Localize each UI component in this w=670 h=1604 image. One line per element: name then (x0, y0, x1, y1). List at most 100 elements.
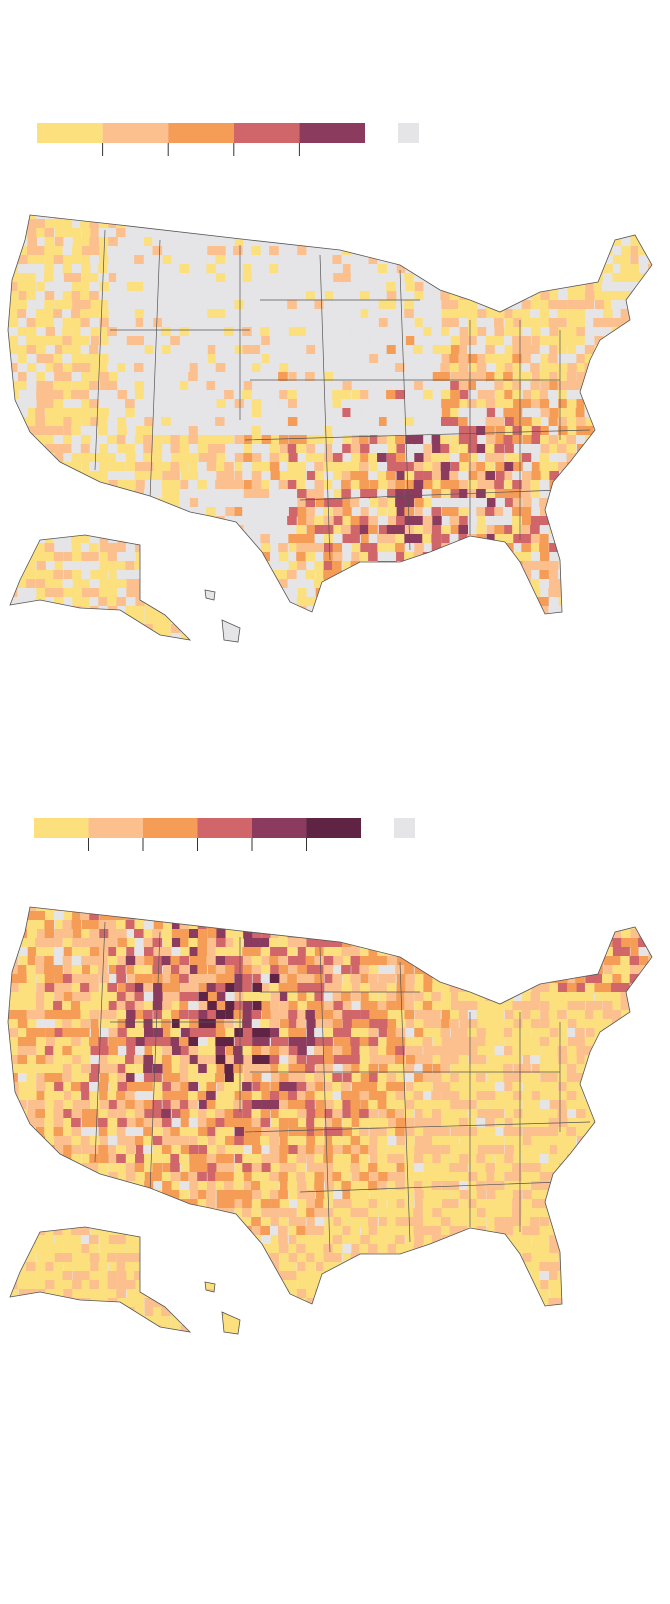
county (351, 354, 361, 364)
county (350, 907, 361, 912)
county (512, 354, 522, 364)
county (639, 974, 649, 984)
county (395, 453, 406, 463)
county (638, 938, 648, 948)
county (233, 911, 243, 921)
county (287, 615, 298, 625)
county (567, 1028, 577, 1038)
county (405, 435, 415, 445)
county (630, 444, 640, 454)
county (359, 228, 369, 238)
county (333, 1001, 344, 1011)
county (513, 588, 524, 598)
county (207, 300, 218, 310)
county (432, 1001, 442, 1011)
county (638, 444, 649, 454)
county (576, 237, 587, 247)
county (629, 642, 639, 652)
county (180, 938, 190, 948)
county (62, 336, 72, 346)
county (432, 1046, 443, 1056)
county (486, 920, 497, 930)
county (198, 983, 208, 993)
county (513, 1010, 523, 1020)
county (288, 471, 299, 481)
county (395, 642, 405, 652)
county (350, 974, 360, 984)
county (630, 633, 640, 642)
county (504, 947, 515, 957)
county (8, 983, 10, 993)
county (422, 507, 433, 517)
county (414, 336, 424, 346)
county (602, 363, 613, 373)
county (278, 498, 288, 508)
county (432, 426, 443, 436)
county (207, 480, 218, 490)
county (72, 588, 82, 598)
county (341, 215, 352, 220)
county (602, 408, 612, 418)
county (558, 507, 568, 517)
county (414, 588, 425, 598)
county (341, 345, 352, 355)
county (8, 372, 11, 382)
county (603, 1019, 613, 1029)
county (242, 408, 253, 418)
county (468, 543, 478, 553)
county (233, 354, 243, 364)
county (360, 974, 371, 984)
county (477, 453, 488, 463)
county (512, 579, 522, 589)
county (261, 273, 271, 283)
county (630, 911, 641, 921)
county (368, 911, 379, 921)
county (116, 408, 127, 418)
county (386, 907, 396, 912)
county (432, 911, 443, 921)
county (198, 1010, 209, 1020)
county (459, 453, 470, 463)
county (72, 642, 82, 652)
county (333, 219, 344, 229)
county (594, 1037, 605, 1047)
county (81, 273, 92, 283)
county (414, 426, 425, 436)
county (657, 381, 667, 391)
county (575, 489, 585, 499)
county (558, 974, 569, 984)
county (243, 237, 253, 247)
county (134, 1001, 145, 1011)
county (171, 255, 182, 265)
county (657, 219, 667, 229)
county (530, 300, 541, 310)
county (279, 327, 290, 337)
county (117, 291, 128, 301)
county (89, 390, 99, 400)
county (296, 597, 307, 607)
county (243, 525, 254, 535)
county (566, 273, 577, 283)
county (188, 983, 198, 993)
county (629, 579, 640, 589)
county (8, 228, 10, 238)
county (108, 273, 119, 283)
county (251, 327, 262, 337)
county (234, 992, 245, 1002)
county (630, 588, 641, 598)
county (9, 552, 20, 562)
county (657, 462, 667, 472)
county (180, 597, 190, 607)
county (216, 1001, 227, 1011)
county (198, 1019, 209, 1029)
county (368, 561, 379, 571)
county (621, 525, 632, 535)
county (225, 237, 236, 247)
county (351, 507, 362, 517)
county (495, 983, 505, 993)
county (81, 929, 91, 939)
county (117, 363, 128, 373)
county (44, 1010, 55, 1020)
county (270, 624, 281, 634)
county (252, 336, 262, 346)
